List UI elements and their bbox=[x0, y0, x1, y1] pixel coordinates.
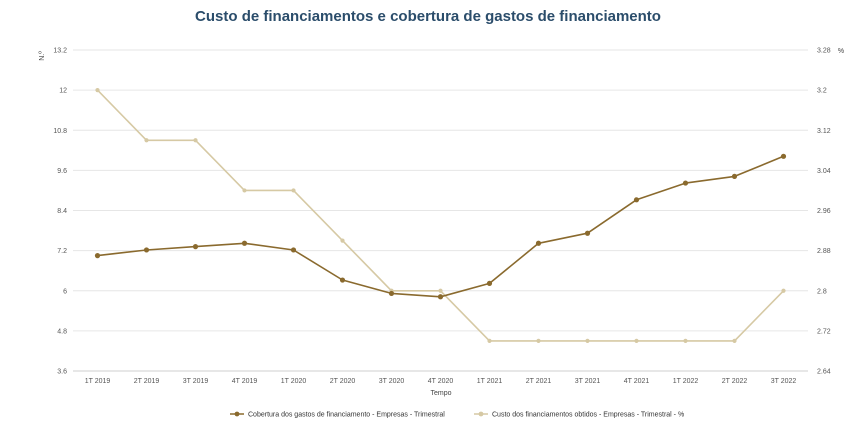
x-tick-label: 1T 2019 bbox=[85, 378, 111, 385]
data-point-custo bbox=[781, 288, 786, 293]
y-left-tick-label: 3.6 bbox=[57, 369, 67, 376]
chart-title: Custo de financiamentos e cobertura de g… bbox=[195, 8, 661, 25]
data-point-custo bbox=[634, 338, 639, 344]
x-tick-label: 2T 2019 bbox=[134, 378, 160, 385]
y-left-tick-label: 7.2 bbox=[57, 248, 67, 255]
y-right-tick-label: 2.96 bbox=[817, 208, 831, 215]
x-tick-label: 2T 2022 bbox=[722, 378, 748, 385]
data-point-cobertura bbox=[388, 290, 395, 297]
y-left-tick-label: 12 bbox=[59, 88, 67, 95]
data-point-custo bbox=[340, 238, 345, 243]
y-left-tick-label: 9.6 bbox=[57, 168, 67, 175]
legend-label-cobertura: Cobertura dos gastos de financiamento - … bbox=[248, 412, 445, 419]
y-left-tick-label: 4.8 bbox=[57, 328, 67, 335]
y-left-tick-labels: 3.6 4.8 6 7.2 8.4 9.6 10.8 12 13.2 bbox=[53, 48, 67, 376]
data-point-cobertura bbox=[94, 253, 101, 259]
x-tick-label: 1T 2021 bbox=[477, 378, 503, 385]
y-right-tick-label: 2.8 bbox=[817, 288, 827, 295]
x-tick-label: 1T 2022 bbox=[673, 378, 699, 385]
legend-label-custo: Custo dos financiamentos obtidos - Empre… bbox=[492, 412, 684, 419]
y-right-tick-labels: 2.64 2.72 2.8 2.88 2.96 3.04 3.12 3.2 3.28 bbox=[817, 48, 831, 376]
x-tick-label: 3T 2021 bbox=[575, 378, 601, 385]
y-left-tick-label: 6 bbox=[63, 288, 67, 295]
y-right-tick-label: 3.12 bbox=[817, 128, 831, 135]
series-line-cobertura bbox=[97, 155, 784, 298]
x-tick-label: 3T 2022 bbox=[771, 378, 797, 385]
x-tick-label: 4T 2019 bbox=[232, 378, 258, 385]
data-point-cobertura bbox=[437, 294, 444, 300]
data-point-custo bbox=[487, 338, 492, 344]
data-point-custo bbox=[242, 188, 247, 193]
data-point-custo bbox=[683, 338, 688, 344]
x-tick-label: 2T 2021 bbox=[526, 378, 552, 385]
gridlines bbox=[73, 49, 808, 372]
data-point-cobertura bbox=[535, 240, 542, 246]
data-point-custo bbox=[585, 338, 590, 344]
data-point-custo bbox=[95, 88, 100, 93]
legend: Cobertura dos gastos de financiamento - … bbox=[230, 412, 684, 419]
legend-swatch-marker-custo bbox=[478, 411, 484, 417]
data-point-cobertura bbox=[486, 280, 493, 286]
x-tick-label: 2T 2020 bbox=[330, 378, 356, 385]
data-point-custo bbox=[193, 138, 198, 143]
x-tick-label: 1T 2020 bbox=[281, 378, 307, 385]
x-axis-label: Tempo bbox=[430, 390, 451, 397]
data-point-custo bbox=[438, 288, 443, 293]
data-point-cobertura bbox=[584, 230, 591, 236]
series-line-custo bbox=[96, 89, 785, 342]
x-tick-labels: 1T 2019 2T 2019 3T 2019 4T 2019 1T 2020 2T 20… bbox=[85, 378, 797, 385]
data-point-custo bbox=[536, 338, 541, 344]
legend-item-custo[interactable]: Custo dos financiamentos obtidos - Empre… bbox=[474, 412, 684, 419]
x-tick-label: 4T 2020 bbox=[428, 378, 454, 385]
y-left-tick-label: 8.4 bbox=[57, 208, 67, 215]
y-right-tick-label: 2.72 bbox=[817, 328, 831, 335]
y-right-tick-label: 3.28 bbox=[817, 48, 831, 55]
data-point-custo bbox=[144, 138, 149, 143]
x-tick-label: 3T 2020 bbox=[379, 378, 405, 385]
y-left-tick-label: 13.2 bbox=[53, 48, 67, 55]
data-point-cobertura bbox=[731, 173, 738, 179]
series-layer bbox=[94, 88, 787, 344]
data-point-cobertura bbox=[241, 240, 248, 246]
x-tick-label: 3T 2019 bbox=[183, 378, 209, 385]
data-point-cobertura bbox=[682, 180, 689, 186]
y-right-tick-label: 2.88 bbox=[817, 248, 831, 255]
y-right-tick-label: 3.2 bbox=[817, 88, 827, 95]
data-point-custo bbox=[291, 188, 296, 193]
x-tick-label: 4T 2021 bbox=[624, 378, 650, 385]
legend-swatch-marker-cobertura bbox=[234, 411, 240, 417]
data-point-cobertura bbox=[780, 153, 787, 159]
y-left-tick-label: 10.8 bbox=[53, 128, 67, 135]
data-point-cobertura bbox=[339, 277, 346, 283]
data-point-cobertura bbox=[143, 247, 150, 253]
y-right-axis-label: % bbox=[838, 48, 844, 55]
data-point-cobertura bbox=[192, 244, 199, 250]
y-right-tick-label: 2.64 bbox=[817, 369, 831, 376]
legend-item-cobertura[interactable]: Cobertura dos gastos de financiamento - … bbox=[230, 412, 445, 419]
data-point-cobertura bbox=[633, 197, 640, 203]
y-left-axis-label: N.º bbox=[39, 51, 46, 61]
y-right-tick-label: 3.04 bbox=[817, 168, 831, 175]
data-point-custo bbox=[732, 338, 737, 344]
data-point-cobertura bbox=[290, 247, 297, 253]
